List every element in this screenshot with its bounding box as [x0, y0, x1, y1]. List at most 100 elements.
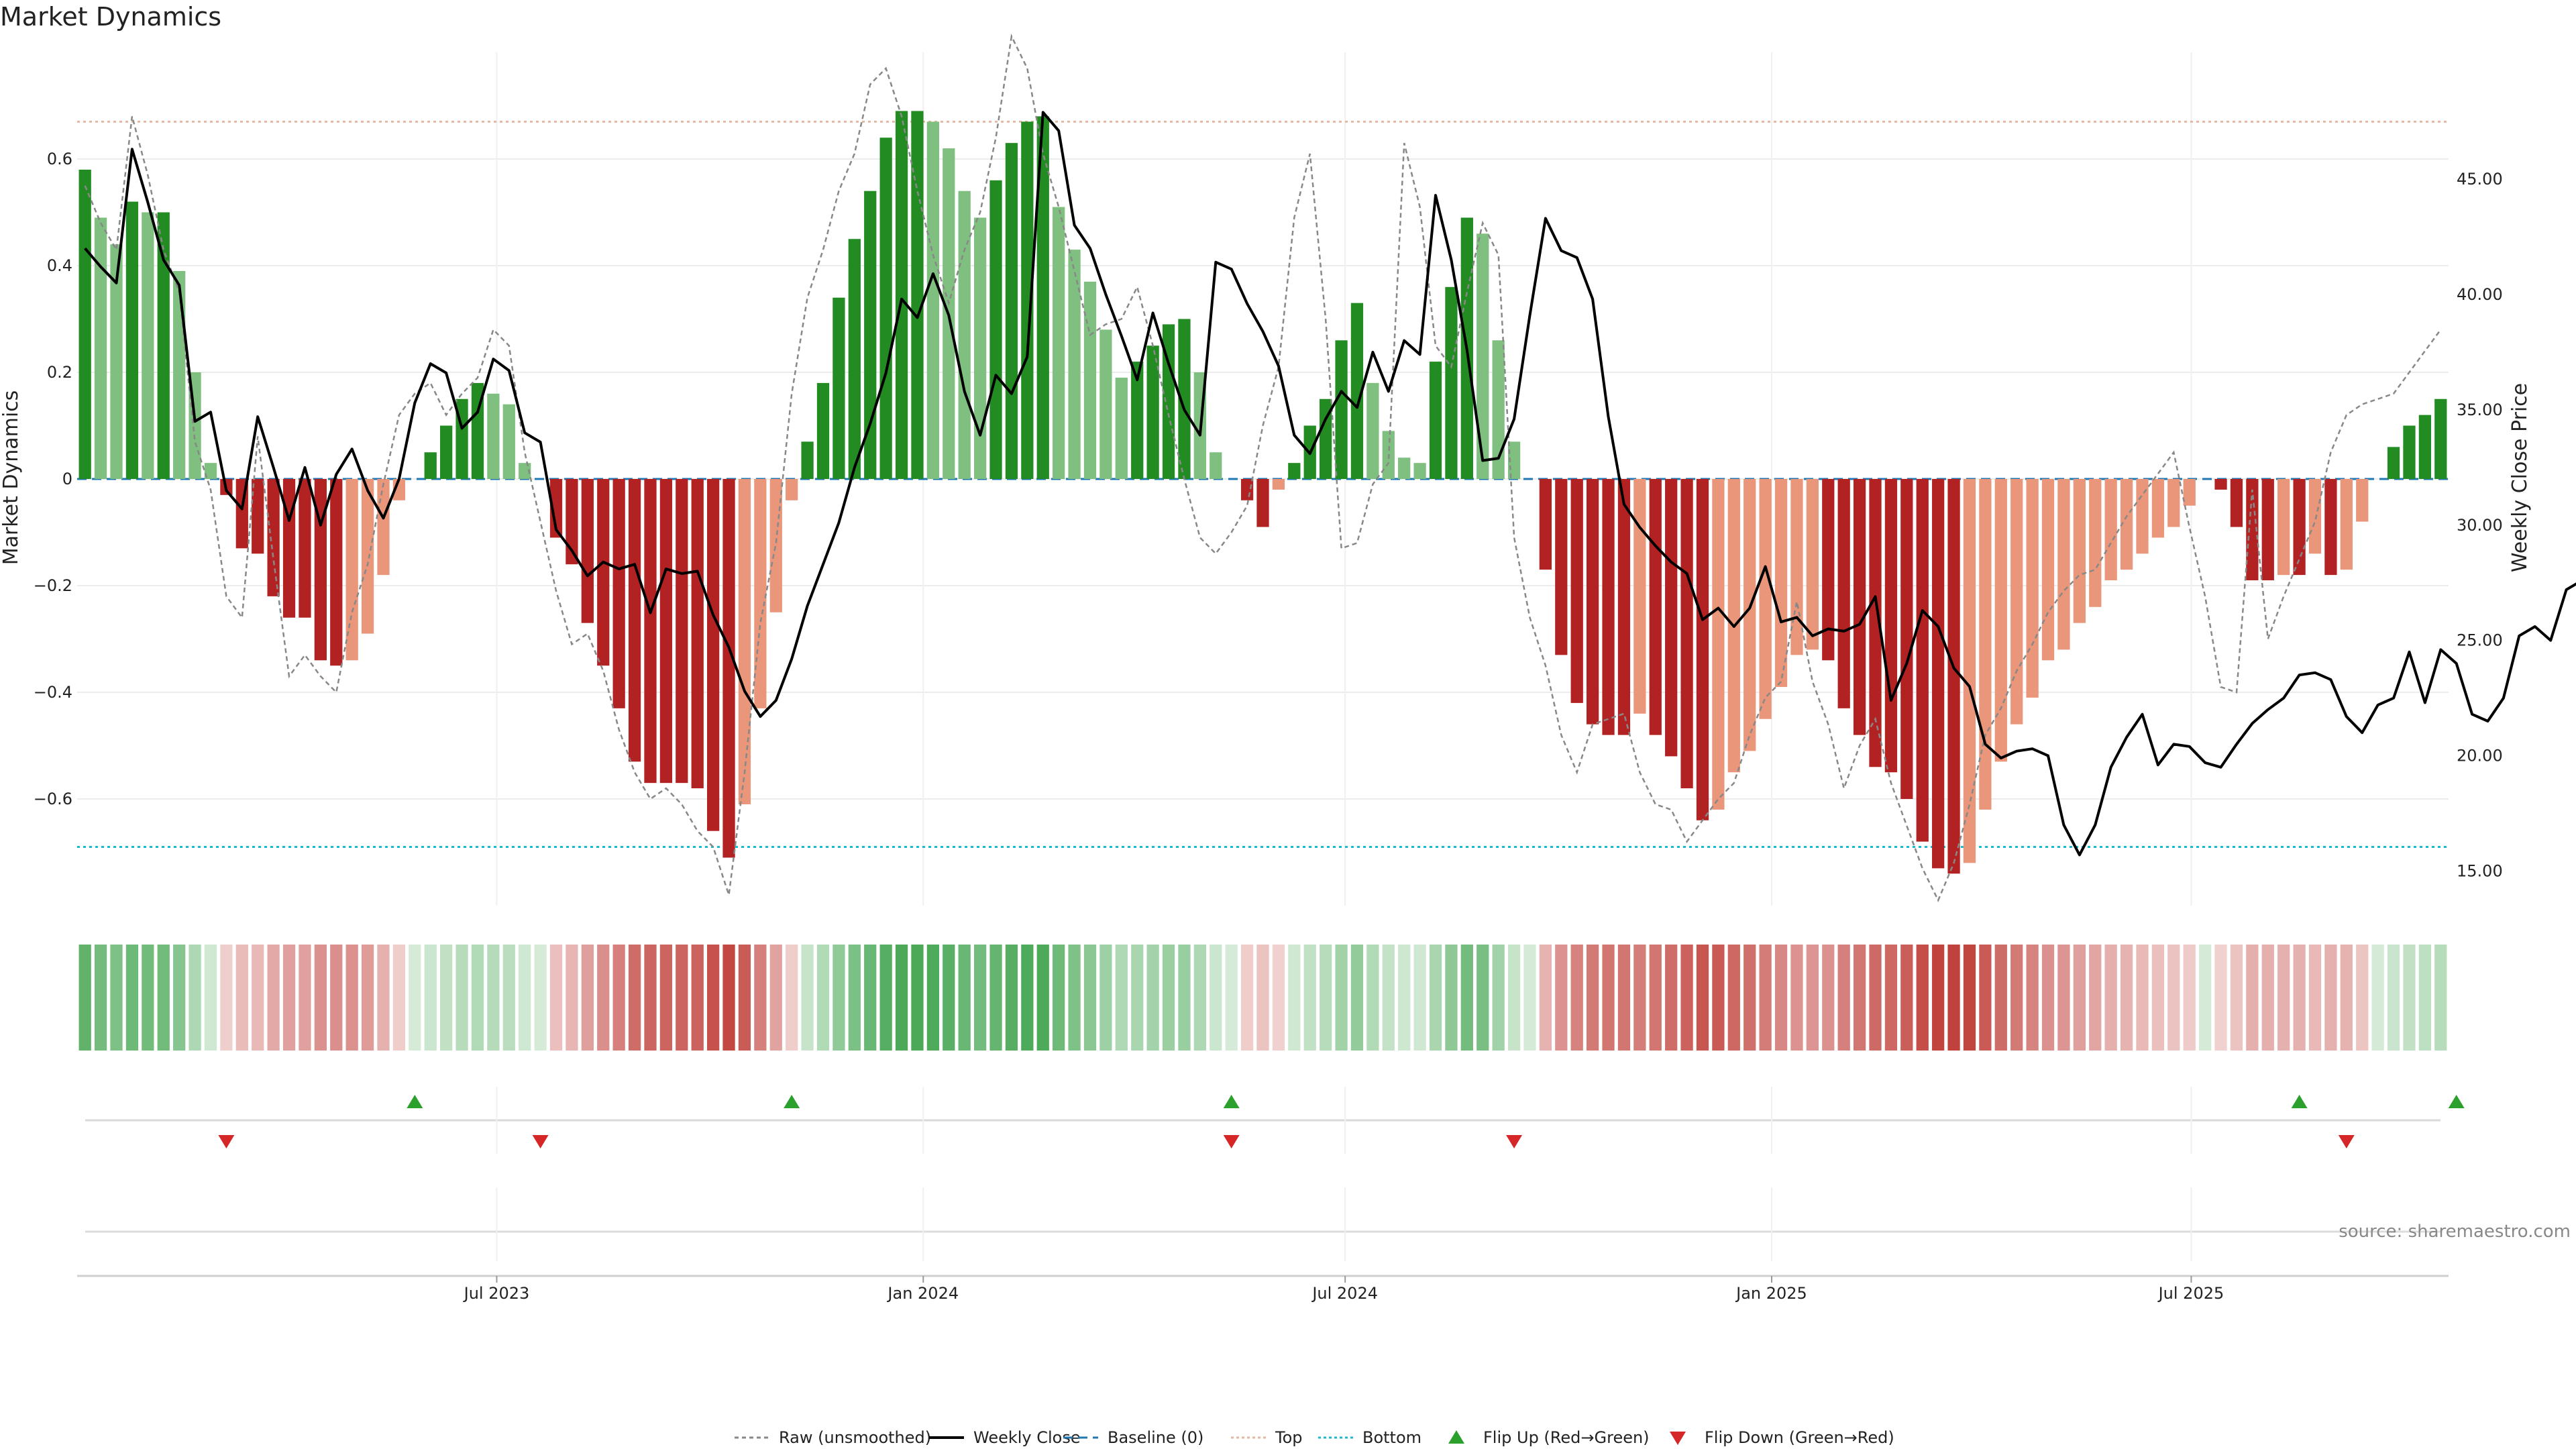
legend-label: Weekly Close [973, 1428, 1081, 1447]
regime-strip-cell [1477, 945, 1489, 1051]
regime-strip-cell [1853, 945, 1866, 1051]
dynamics-bar [1068, 250, 1081, 479]
x-tick-label: Jul 2023 [463, 1284, 530, 1303]
regime-strip-cell [801, 945, 814, 1051]
dynamics-bar [110, 244, 123, 479]
regime-strip-cell [1649, 945, 1662, 1051]
dynamics-bar [722, 479, 735, 858]
regime-strip-cell [173, 945, 186, 1051]
regime-strip-cell [1665, 945, 1678, 1051]
right-y-tick-label: 20.00 [2457, 747, 2503, 765]
regime-strip-cell [1790, 945, 1803, 1051]
right-y-tick-label: 45.00 [2457, 170, 2503, 189]
dynamics-bar [2214, 479, 2227, 490]
dynamics-bar [786, 479, 798, 500]
regime-strip-cell [2246, 945, 2259, 1051]
left-y-axis: −0.6 −0.4 −0.2 0 0.2 0.4 0.6 [34, 150, 72, 808]
dynamics-bar [691, 479, 704, 789]
regime-strip-cell [1979, 945, 1992, 1051]
dynamics-bar [1210, 452, 1222, 479]
dynamics-bar [487, 393, 500, 479]
dynamics-bar [549, 479, 563, 538]
regime-strip-cell [519, 945, 531, 1051]
flip-up-marker [2291, 1095, 2308, 1108]
regime-strip-cell [1617, 945, 1631, 1051]
dynamics-bar [471, 382, 484, 479]
regime-strip-cell [534, 945, 547, 1051]
legend-item-top: Top [1231, 1428, 1303, 1447]
regime-strip-cell [1335, 945, 1348, 1051]
dynamics-bar [2230, 479, 2243, 527]
dynamics-bar [519, 463, 531, 479]
x-tick-label: Jul 2025 [2157, 1284, 2224, 1303]
dynamics-bar [1115, 377, 1128, 479]
regime-strip-cell [581, 945, 594, 1051]
legend-label: Flip Up (Red→Green) [1483, 1428, 1650, 1447]
regime-strip-cell [597, 945, 610, 1051]
dynamics-bar [1083, 281, 1097, 479]
dynamics-bar [2104, 479, 2117, 581]
regime-strip-cell [314, 945, 327, 1051]
dynamics-bar [659, 479, 673, 784]
regime-strip-cell [189, 945, 201, 1051]
dynamics-bar [2356, 479, 2369, 522]
dynamics-bar [2324, 479, 2337, 576]
dynamics-bar [282, 479, 296, 618]
flip-up-marker [784, 1095, 800, 1108]
dynamics-bar [1790, 479, 1803, 655]
dynamics-bar [1366, 382, 1379, 479]
regime-strip-cell [1115, 945, 1128, 1051]
regime-strip-cell [1916, 945, 1929, 1051]
dynamics-bar [1712, 479, 1725, 810]
regime-strip-cell [1398, 945, 1411, 1051]
dynamics-bar [440, 425, 453, 479]
regime-strip-cell [1900, 945, 1913, 1051]
regime-strip-cell [2089, 945, 2102, 1051]
regime-strip [78, 945, 2447, 1051]
left-y-tick-label: −0.2 [34, 576, 72, 595]
legend-label: Baseline (0) [1108, 1428, 1203, 1447]
regime-strip-cell [1178, 945, 1191, 1051]
dynamics-bar [879, 138, 892, 479]
regime-strip-cell [879, 945, 892, 1051]
regime-strip-cell [722, 945, 735, 1051]
dynamics-bar [1131, 362, 1144, 479]
dynamics-bar [2434, 398, 2447, 479]
dynamics-bar [2418, 415, 2432, 479]
dynamics-bar [2041, 479, 2055, 661]
dynamics-bar [1413, 463, 1426, 479]
dynamics-bar [502, 404, 515, 479]
dynamics-bar [2167, 479, 2180, 527]
regime-strip-cell [2120, 945, 2133, 1051]
regime-strip-cell [1366, 945, 1379, 1051]
dynamics-bar [267, 479, 280, 596]
dynamics-bar [958, 191, 971, 479]
regime-strip-cell [1743, 945, 1756, 1051]
regime-strip-cell [989, 945, 1002, 1051]
regime-strip-cell [816, 945, 830, 1051]
regime-strip-cell [1492, 945, 1505, 1051]
regime-strip-cell [2214, 945, 2227, 1051]
dynamics-bar [2026, 479, 2039, 698]
dynamics-bar [157, 212, 170, 479]
dynamics-bar [1146, 345, 1159, 479]
regime-strip-cell [1869, 945, 1882, 1051]
dynamics-bar [1288, 463, 1301, 479]
dynamics-bar [1099, 329, 1112, 479]
regime-strip-cell [252, 945, 264, 1051]
dynamics-bar [2120, 479, 2133, 570]
flip-markers-panel [85, 1087, 2465, 1154]
regime-strip-cell [1507, 945, 1521, 1051]
flip-down-marker [1223, 1135, 1240, 1148]
regime-strip-cell [911, 945, 924, 1051]
regime-strip-cell [220, 945, 233, 1051]
regime-strip-cell [2308, 945, 2322, 1051]
regime-strip-cell [2183, 945, 2196, 1051]
dynamics-bar [1994, 479, 2007, 762]
regime-strip-cell [1759, 945, 1772, 1051]
regime-strip-cell [1162, 945, 1175, 1051]
regime-strip-cell [110, 945, 123, 1051]
dynamics-bar [973, 217, 987, 479]
dynamics-bar [1932, 479, 1945, 869]
regime-strip-cell [2324, 945, 2337, 1051]
